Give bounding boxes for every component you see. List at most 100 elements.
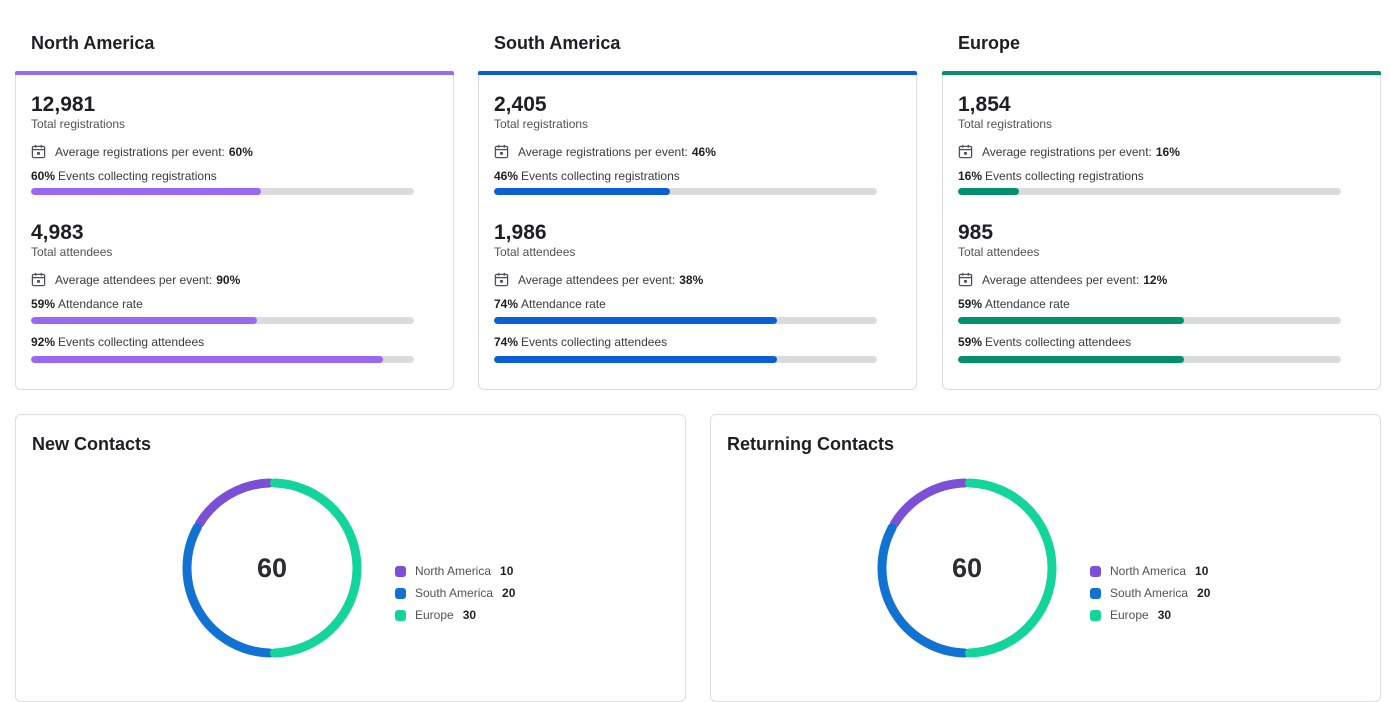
avg-registrations-label: Average registrations per event: xyxy=(982,144,1152,159)
events-attendees-label: Events collecting attendees xyxy=(985,335,1132,349)
events-registrations-label: Events collecting registrations xyxy=(58,169,217,183)
donut-segment-north-america[interactable] xyxy=(890,478,970,528)
legend-value: 30 xyxy=(1157,608,1172,622)
contacts-donut-chart xyxy=(877,478,1057,658)
events-registrations-row: 60% Events collecting registrations xyxy=(31,169,217,183)
avg-registrations-value: 16% xyxy=(1155,144,1180,159)
donut-segment-south-america[interactable] xyxy=(877,523,970,658)
contacts-title: Returning Contacts xyxy=(727,434,895,454)
donut-segment-south-america[interactable] xyxy=(182,523,275,658)
legend-value: 30 xyxy=(462,608,477,622)
legend-swatch xyxy=(1090,609,1101,621)
legend-item[interactable]: Europe 30 xyxy=(395,604,515,626)
events-registrations-bar xyxy=(958,188,1341,195)
region-accent-bar xyxy=(942,71,1381,75)
events-attendees-bar xyxy=(494,356,877,363)
total-registrations-label: Total registrations xyxy=(494,117,589,131)
total-attendees-label: Total attendees xyxy=(494,245,576,259)
legend-value: 20 xyxy=(502,586,516,600)
attendees-metric: 985 Total attendees xyxy=(958,221,1342,259)
attendance-rate-row: 59% Attendance rate xyxy=(31,297,143,311)
legend-swatch xyxy=(395,609,406,621)
events-attendees-label: Events collecting attendees xyxy=(521,335,668,349)
events-attendees-fill xyxy=(31,356,384,363)
total-registrations-label: Total registrations xyxy=(31,117,126,131)
attendance-rate-pct: 59% xyxy=(31,297,56,311)
donut-total: 60 xyxy=(951,552,983,583)
legend-item[interactable]: South America 20 xyxy=(1090,582,1210,604)
attendance-rate-fill xyxy=(494,317,778,324)
donut-segment-north-america[interactable] xyxy=(195,478,275,528)
legend-value: 10 xyxy=(1195,564,1209,578)
attendance-rate-row: 59% Attendance rate xyxy=(958,297,1070,311)
total-registrations-label: Total registrations xyxy=(958,117,1053,131)
donut-segment-europe[interactable] xyxy=(269,478,362,658)
avg-registrations-label: Average registrations per event: xyxy=(518,144,688,159)
legend-item[interactable]: Europe 30 xyxy=(1090,604,1210,626)
events-registrations-bar xyxy=(31,188,414,195)
legend-item[interactable]: North America 10 xyxy=(395,560,515,582)
calendar-icon xyxy=(31,272,46,287)
attendance-rate-pct: 59% xyxy=(958,297,983,311)
legend-label: South America xyxy=(415,586,494,600)
events-attendees-row: 59% Events collecting attendees xyxy=(958,335,1131,349)
events-registrations-pct: 60% xyxy=(31,169,56,183)
events-registrations-pct: 16% xyxy=(958,169,983,183)
attendance-rate-label: Attendance rate xyxy=(985,297,1070,311)
legend-swatch xyxy=(1090,565,1101,577)
region-title: Europe xyxy=(958,33,1021,53)
total-attendees-label: Total attendees xyxy=(958,245,1040,259)
avg-attendees-value: 38% xyxy=(679,272,704,287)
calendar-icon xyxy=(494,272,509,287)
events-attendees-pct: 92% xyxy=(31,335,56,349)
total-attendees-value: 4,983 xyxy=(31,221,84,244)
donut-segment-europe[interactable] xyxy=(964,478,1057,658)
calendar-icon xyxy=(31,144,46,159)
legend-item[interactable]: North America 10 xyxy=(1090,560,1210,582)
calendar-icon xyxy=(958,272,973,287)
events-registrations-bar xyxy=(494,188,877,195)
region-card: 12,981 Total registrations Average regis… xyxy=(15,71,454,390)
legend-item[interactable]: South America 20 xyxy=(395,582,515,604)
legend-label: South America xyxy=(1110,586,1189,600)
events-attendees-bar xyxy=(31,356,414,363)
avg-registrations-row: Average registrations per event: 60% xyxy=(31,144,253,159)
attendance-rate-label: Attendance rate xyxy=(58,297,143,311)
legend-label: Europe xyxy=(415,608,454,622)
chart-legend: North America 10 South America 20 Europe 30 xyxy=(395,560,515,626)
events-registrations-fill xyxy=(494,188,671,195)
legend-value: 20 xyxy=(1197,586,1211,600)
total-attendees-value: 1,986 xyxy=(494,221,547,244)
events-attendees-fill xyxy=(494,356,778,363)
attendance-rate-bar xyxy=(958,317,1341,324)
attendance-rate-bar xyxy=(494,317,877,324)
donut-total: 60 xyxy=(256,552,288,583)
contacts-donut-chart xyxy=(182,478,362,658)
region-panel: North America 12,981 Total registrations… xyxy=(15,0,454,390)
avg-attendees-value: 12% xyxy=(1143,272,1168,287)
events-registrations-fill xyxy=(31,188,261,195)
legend-label: North America xyxy=(1110,564,1187,578)
contacts-card: Returning Contacts 60 North America 10 Sou… xyxy=(710,414,1381,702)
region-card: 2,405 Total registrations Average regist… xyxy=(478,71,917,390)
chart-legend: North America 10 South America 20 Europe 30 xyxy=(1090,560,1210,626)
legend-label: North America xyxy=(415,564,492,578)
events-registrations-label: Events collecting registrations xyxy=(521,169,680,183)
total-registrations-value: 2,405 xyxy=(494,93,547,116)
attendance-rate-pct: 74% xyxy=(494,297,519,311)
avg-registrations-label: Average registrations per event: xyxy=(55,144,225,159)
events-registrations-row: 16% Events collecting registrations xyxy=(958,169,1144,183)
events-attendees-row: 92% Events collecting attendees xyxy=(31,335,204,349)
events-attendees-pct: 59% xyxy=(958,335,983,349)
events-attendees-row: 74% Events collecting attendees xyxy=(494,335,667,349)
avg-attendees-label: Average attendees per event: xyxy=(982,272,1140,287)
calendar-icon xyxy=(494,144,509,159)
events-attendees-pct: 74% xyxy=(494,335,519,349)
avg-registrations-row: Average registrations per event: 16% xyxy=(958,144,1180,159)
legend-swatch xyxy=(395,587,406,599)
region-title: South America xyxy=(494,33,621,53)
legend-swatch xyxy=(395,565,406,577)
legend-value: 10 xyxy=(500,564,514,578)
legend-label: Europe xyxy=(1110,608,1149,622)
attendees-metric: 1,986 Total attendees xyxy=(494,221,878,259)
